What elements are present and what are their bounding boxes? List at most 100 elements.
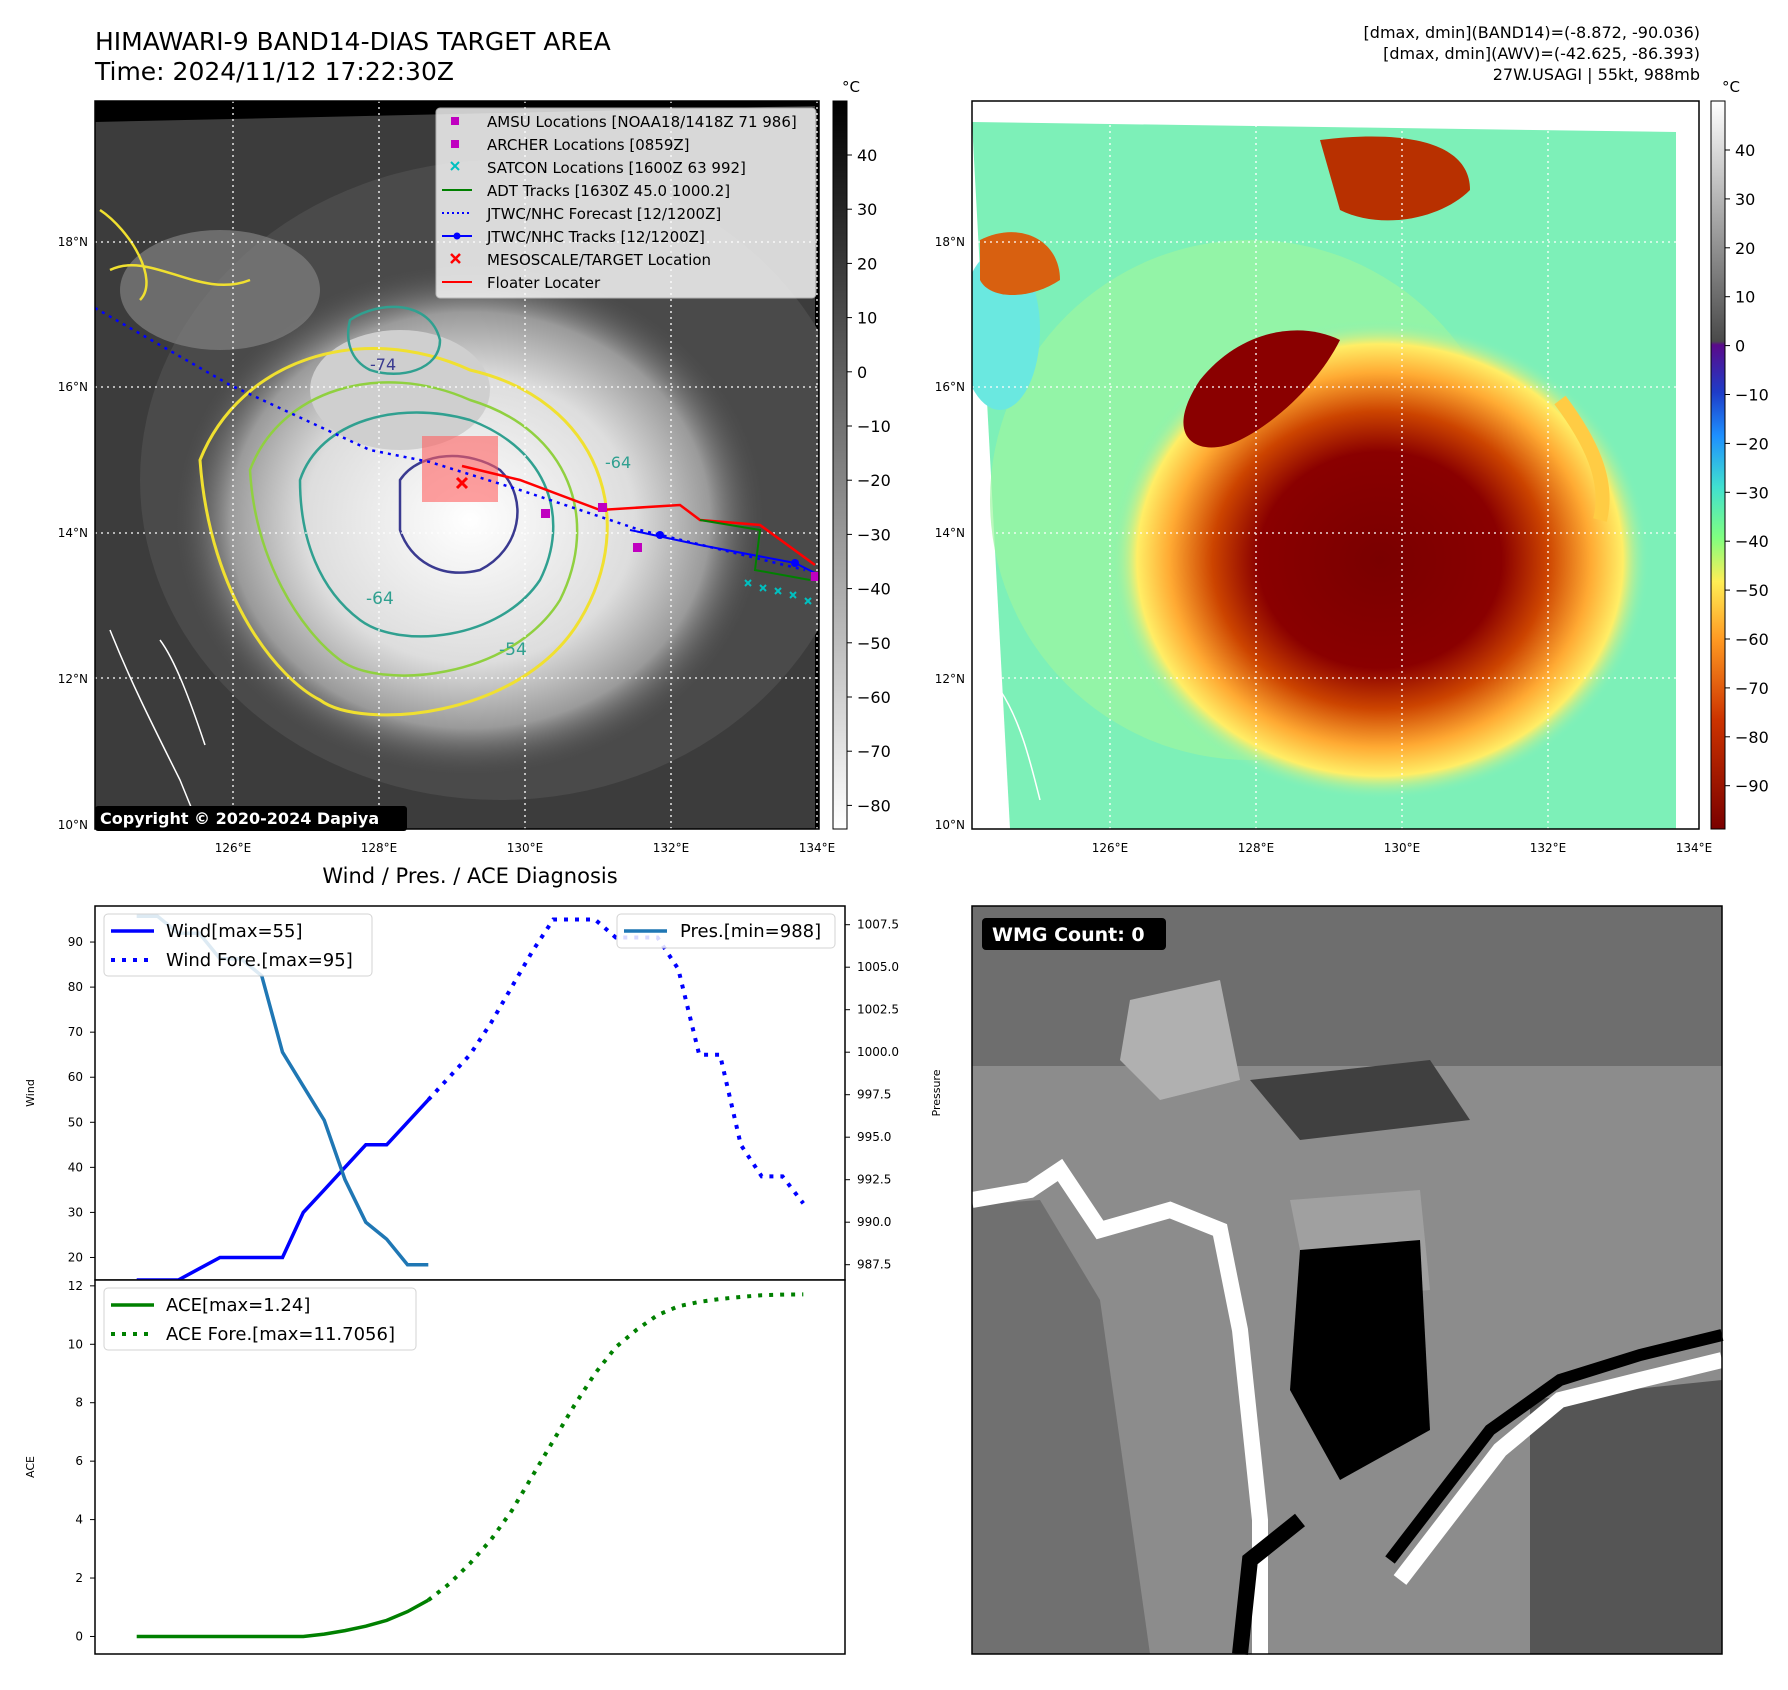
wmg-region-black-core: [1290, 1240, 1430, 1480]
lon-label: 128°E: [361, 841, 398, 855]
ace-axis-label: ACE: [24, 1456, 37, 1478]
colorbar-tick-label: 0: [857, 363, 867, 382]
lat-label: 14°N: [58, 526, 88, 540]
ace-tick-label: 10: [68, 1337, 83, 1351]
figure-title: HIMAWARI-9 BAND14-DIAS TARGET AREA: [95, 27, 611, 56]
map-ir-color: 126°E 128°E 130°E 132°E 134°E 10°N 12°N …: [935, 100, 1713, 855]
legend-swatch: [451, 117, 459, 125]
legend-swatch: [450, 253, 461, 264]
series-ace-line: [136, 1598, 430, 1639]
wind-legend: Wind[max=55] Wind Fore.[max=95]: [103, 913, 373, 977]
series-wind-forecast-line: [426, 917, 805, 1205]
lat-label: 14°N: [935, 526, 965, 540]
lat-label: 12°N: [935, 672, 965, 686]
lat-label: 18°N: [58, 235, 88, 249]
jtwc-forecast-track: [95, 306, 806, 572]
copyright-text: Copyright © 2020-2024 Dapiya: [100, 809, 379, 828]
legend-swatch: [450, 161, 460, 171]
wmg-region-se: [1530, 1380, 1722, 1654]
map-b-gridlines: [972, 101, 1699, 829]
series-wind-line: [136, 1098, 430, 1280]
contour-lightgreen: [248, 381, 579, 677]
wind-tick-label: 40: [68, 1160, 83, 1174]
legend-swatch: [453, 232, 461, 240]
map-b-storm-core: [1110, 320, 1650, 800]
diagnosis-title: Wind / Pres. / ACE Diagnosis: [322, 864, 617, 888]
contour-label: -74: [370, 355, 396, 374]
legend-item-floater: Floater Locater: [442, 274, 601, 292]
lon-label: 128°E: [1238, 841, 1275, 855]
lat-label: 16°N: [935, 380, 965, 394]
colorbar-tick-label: 30: [1735, 190, 1755, 209]
colorbar-tick-label: −40: [857, 580, 891, 599]
pressure-axis-ticks: 987.5 990.0 992.5 995.0 997.5 1000.0 1002.5 100…: [845, 918, 899, 1272]
map-b-lat-labels: 10°N 12°N 14°N 16°N 18°N: [935, 235, 965, 832]
colorbar-color-bar: [1710, 100, 1726, 830]
legend-swatch: [451, 140, 459, 148]
wmg-count-badge: [982, 918, 1166, 950]
colorbar-tick-label: 30: [857, 200, 877, 219]
pressure-legend-box: [616, 913, 836, 949]
colorbar-tick-label: −70: [857, 742, 891, 761]
colorbar-tick-label: −80: [1735, 728, 1769, 747]
map-b-cloud-band: [1183, 330, 1340, 448]
colorbar-gray: °C 40 30 20 10 0 −10 −20 −30 −40 −50 −60 −70 −80: [832, 78, 891, 830]
ace-tick-label: 8: [75, 1396, 83, 1410]
legend-label: Pres.[min=988]: [680, 921, 821, 942]
map-b-cloud-north: [1320, 136, 1470, 221]
wind-tick-label: 90: [68, 935, 83, 949]
pressure-tick-label: 987.5: [857, 1258, 891, 1272]
contour-teal: [298, 411, 555, 638]
mesoscale-target-marker: [455, 476, 469, 490]
legend-item-tracks: JTWC/NHC Tracks [12/1200Z]: [442, 228, 705, 246]
wind-legend-box: [103, 913, 373, 977]
wmg-white-band: [970, 1158, 1268, 1654]
wmg-count-label: WMG Count: 0: [992, 924, 1145, 946]
colorbar-tick-label: −50: [1735, 581, 1769, 600]
colorbar-tick-label: −70: [1735, 679, 1769, 698]
ace-chart: 0 2 4 6 8 10 12 ACE ACE[max=1.24] ACE Fore.[ma…: [24, 1279, 846, 1655]
wind-tick-label: 50: [68, 1115, 83, 1129]
coastline-philippines: [999, 689, 1041, 801]
satcon-markers: [744, 579, 812, 605]
legend-label: ACE[max=1.24]: [166, 1295, 310, 1316]
colorbar-unit: °C: [842, 78, 860, 96]
legend-label: JTWC/NHC Tracks [12/1200Z]: [486, 228, 705, 246]
lat-label: 10°N: [935, 818, 965, 832]
contour-yellow-nw: [99, 208, 251, 301]
pressure-tick-label: 1005.0: [857, 960, 899, 974]
legend-item-amsu: AMSU Locations [NOAA18/1418Z 71 986]: [451, 113, 797, 131]
colorbar-tick-label: −80: [857, 796, 891, 815]
legend-item-forecast: JTWC/NHC Forecast [12/1200Z]: [442, 205, 721, 223]
legend-item-target: MESOSCALE/TARGET Location: [450, 251, 711, 269]
wind-tick-label: 30: [68, 1205, 83, 1219]
target-box: [422, 436, 498, 502]
map-b-lon-labels: 126°E 128°E 130°E 132°E 134°E: [1092, 841, 1713, 855]
colorbar-tick-label: 0: [1735, 337, 1745, 356]
colorbar-tick-label: −60: [1735, 630, 1769, 649]
map-b-cloud-west: [980, 232, 1060, 295]
legend-label: JTWC/NHC Forecast [12/1200Z]: [486, 205, 721, 223]
floater-locater-track: [461, 464, 816, 567]
archer-marker: [633, 543, 642, 552]
wmg-black-band-south: [1232, 1513, 1305, 1655]
map-ir-grayscale: -64 -54 -74 -64 AMSU Locations [NOAA18/1…: [58, 100, 835, 855]
pressure-tick-label: 990.0: [857, 1215, 891, 1229]
wmg-white-band-east: [1393, 1352, 1724, 1585]
legend-label: Floater Locater: [487, 274, 601, 292]
colorbar-tick-label: 40: [857, 146, 877, 165]
pressure-tick-label: 997.5: [857, 1088, 891, 1102]
colorbar-color-ticks: 40 30 20 10 0 −10 −20 −30 −40 −50 −60 −70 −80 −90: [1725, 141, 1769, 796]
legend-item-satcon: SATCON Locations [1600Z 63 992]: [450, 159, 746, 177]
map-b-rainband: [1554, 395, 1610, 522]
amsu-marker: [811, 572, 819, 581]
ace-legend-box: [103, 1287, 417, 1351]
legend-label: ARCHER Locations [0859Z]: [487, 136, 690, 154]
wmg-region-dark: [1250, 1060, 1470, 1140]
contour-label: -64: [605, 453, 631, 472]
pressure-tick-label: 992.5: [857, 1173, 891, 1187]
archer-marker: [598, 503, 607, 512]
map-a-frame: [94, 100, 820, 830]
colorbar-tick-label: −50: [857, 634, 891, 653]
